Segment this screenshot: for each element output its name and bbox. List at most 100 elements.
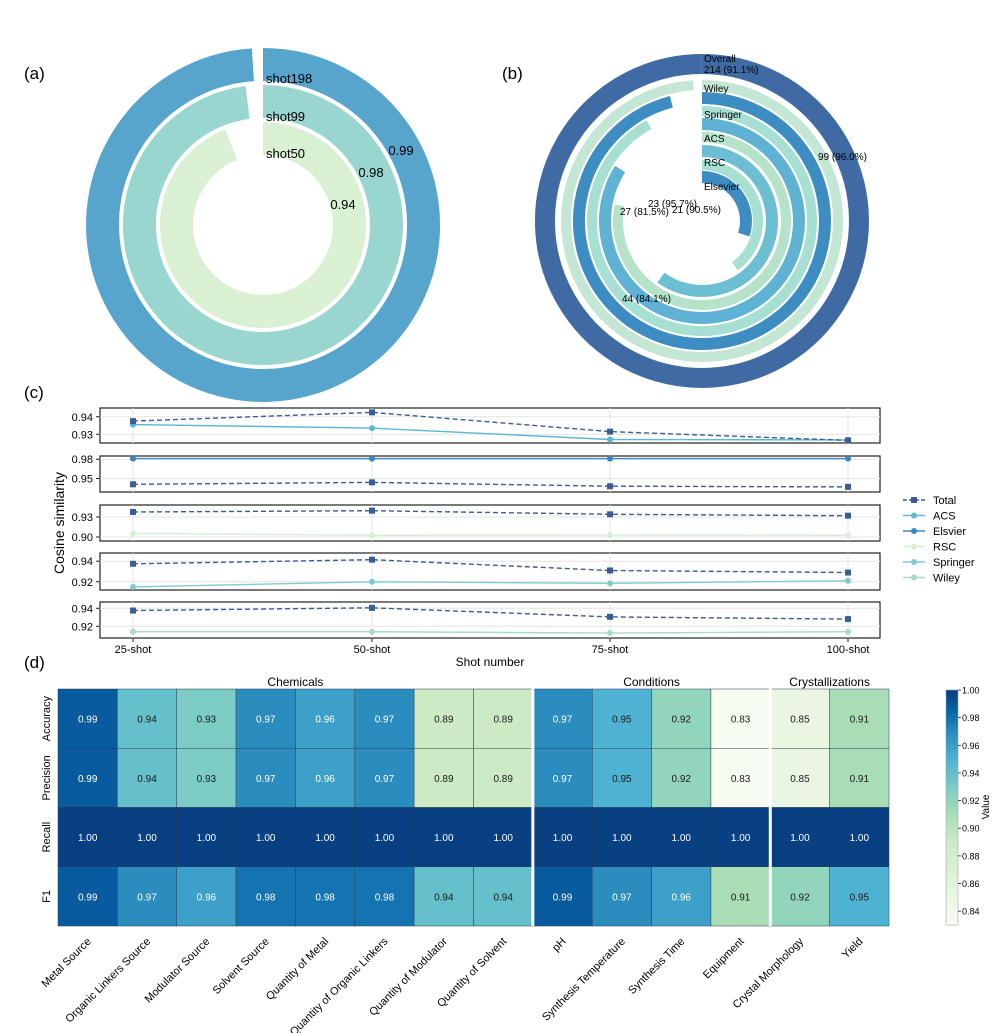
series-line-acs [132,423,849,441]
heatmap-cell [651,688,712,749]
ring-value-label: 23 (95.7%) [648,199,697,210]
radial-bar-value-label: 0.94 [330,197,355,212]
heatmap-cell-value: 0.89 [434,774,454,785]
heatmap-cell-value: 1.00 [790,833,810,844]
heatmap-cell [57,866,118,927]
heatmap-cell [651,807,712,867]
column-label: Modulator Source [143,936,213,1006]
radial-bar-label: shot99 [266,109,305,124]
heatmap-cell-value: 1.00 [731,833,751,844]
heatmap-cell-value: 0.89 [434,715,454,726]
colorbar-segment [946,917,958,922]
heatmap-cell [710,748,771,808]
series-point-total [130,509,136,515]
y-tick-label: 0.94 [72,412,93,424]
heatmap-cell [176,748,237,808]
row-label: Recall [41,822,53,853]
colorbar-segment [946,909,958,914]
colorbar-segment [946,885,958,891]
heatmap-cell-value: 0.94 [434,892,454,903]
series-point-total [369,479,375,486]
series-point-elsevier [130,455,136,462]
ring-category-label: Springer [704,110,742,121]
colorbar-segment [946,866,958,871]
column-label: Metal Source [39,936,93,990]
heatmap-cell-value: 0.89 [493,715,513,726]
heatmap-cell-value: 1.00 [137,833,157,844]
column-label: Quantity of Metal [264,936,331,1003]
panel-b-radial-chart: Overall Wiley Springer ACS RSC Elsevier 214 (9… [534,54,869,388]
colorbar-segment [946,819,958,824]
colorbar-segment [946,862,958,867]
heatmap-cell-value: 0.93 [197,715,217,726]
y-tick-label: 0.93 [72,429,93,441]
heatmap-cell-value: 0.97 [553,774,573,785]
heatmap-cell-value: 0.97 [256,715,276,726]
heatmap-cell-value: 0.98 [315,892,335,903]
heatmap-cell-value: 1.00 [850,833,870,844]
colorbar-segment [946,780,958,785]
colorbar-segment [946,889,958,895]
series-point-total [369,409,375,416]
series-point-total [130,481,136,488]
heatmap-cell [829,688,890,749]
colorbar-segment [946,729,958,734]
heatmap-cell-value: 0.99 [78,892,98,903]
ring-value-label: 21 (90.5%) [672,205,721,216]
series-point-springer [369,578,375,585]
colorbar-segment [946,717,958,722]
y-tick-label: 0.94 [72,603,93,615]
colorbar-tick-label: 0.86 [962,879,980,889]
wiley-ring [573,92,831,350]
rsc-ring [701,160,763,271]
row-label: Precision [41,755,53,800]
colorbar-segment [946,901,958,907]
colorbar-segment [946,823,958,828]
series-point-total [130,607,136,614]
colorbar-segment [946,795,958,801]
column-label: Solvent Source [211,936,272,997]
series-point-wiley [369,628,375,635]
heatmap-cell [710,688,771,749]
panel-label-d: (d) [24,653,45,672]
panel-label-c: (c) [24,383,44,402]
series-point-rsc [845,532,851,539]
row-label: Accuracy [41,696,53,742]
series-point-rsc [607,532,613,538]
radial-bar-shot99 [123,85,403,365]
heatmap-cell [473,866,534,927]
heatmap-cell [710,807,771,867]
colorbar-segment [946,744,958,750]
series-point-acs [369,425,375,432]
heatmap-cell-value: 0.97 [375,774,395,785]
y-tick-label: 0.93 [72,512,93,524]
heatmap-cell-value: 0.95 [612,715,632,726]
legend-marker [911,512,917,519]
heatmap-cell-value: 0.97 [137,892,157,903]
heatmap-cell-value: 1.00 [197,833,217,844]
legend-marker [911,543,917,550]
series-point-total [130,418,136,425]
series-point-rsc [130,530,136,537]
legend-marker [911,574,917,581]
heatmap-cell [532,807,593,867]
colorbar-tick-label: 0.84 [962,907,980,917]
colorbar-segment [946,772,958,777]
legend-marker [911,497,917,503]
heatmap-cell-value: 0.97 [612,892,632,903]
heatmap-cell-value: 0.94 [493,892,513,903]
column-label: Yield [840,936,866,962]
ring-category-label: Overall [704,54,736,65]
heatmap-cell [354,688,415,749]
heatmap-cell [473,807,534,867]
series-point-total [845,616,851,623]
heatmap-cell [57,688,118,749]
colorbar-segment [946,713,958,719]
colorbar-segment [946,842,958,848]
colorbar-segment [946,831,958,836]
colorbar-segment [946,854,958,860]
colorbar-segment [946,913,958,918]
ring-value-label: 27 (81.5%) [620,207,669,218]
panel-label-b: (b) [502,64,523,83]
group-header: Chemicals [267,675,323,689]
